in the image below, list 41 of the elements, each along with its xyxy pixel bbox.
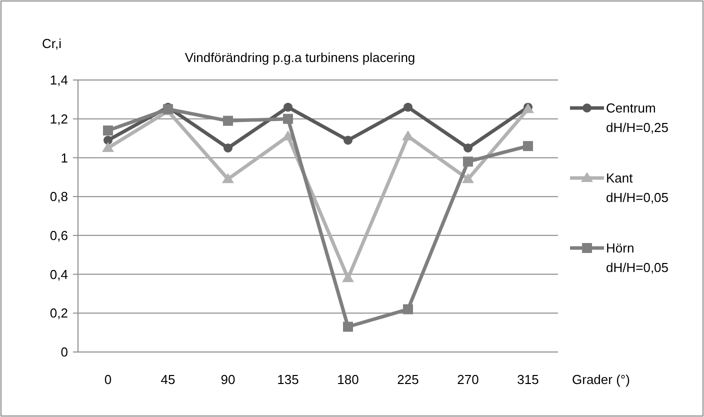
chart-title: Vindförändring p.g.a turbinens placering [184,50,416,65]
point [403,304,413,314]
legend-label: Hörn dH/H=0,05 [606,240,669,276]
legend-label: Centrum dH/H=0,25 [606,100,669,136]
point [102,142,114,152]
y-tick-label: 0,2 [50,306,68,321]
y-axis-title: Cr,i [42,36,62,51]
point [344,136,352,145]
point [404,102,412,112]
point [402,130,414,140]
point [342,272,354,282]
x-tick-label: 90 [220,372,236,387]
legend-label: Kant dH/H=0,05 [606,170,669,206]
point [523,141,533,152]
y-tick-label: 0 [60,344,68,360]
x-axis-title: Grader (°) [572,372,630,387]
point [343,322,353,332]
y-tick-label: 0,6 [50,228,68,243]
point [284,102,292,112]
point [282,130,294,140]
point [222,173,234,184]
point [464,144,472,152]
y-tick-label: 1,4 [50,72,68,88]
x-tick-label: 45 [160,372,176,387]
point [103,126,113,136]
point [462,173,474,184]
y-tick-label: 1 [60,150,68,166]
point [283,114,293,124]
x-tick-label: 135 [277,372,299,387]
point [104,136,112,145]
x-tick-label: 180 [337,372,359,387]
x-tick-label: 270 [457,372,479,387]
x-tick-label: 315 [517,372,539,387]
point [223,116,233,126]
y-tick-label: 0,8 [50,189,68,204]
y-tick-label: 1,2 [50,111,68,126]
y-tick-label: 0,4 [50,266,68,282]
point [463,156,473,167]
x-tick-label: 225 [397,372,419,387]
x-tick-label: 0 [104,372,112,387]
point [224,144,232,152]
